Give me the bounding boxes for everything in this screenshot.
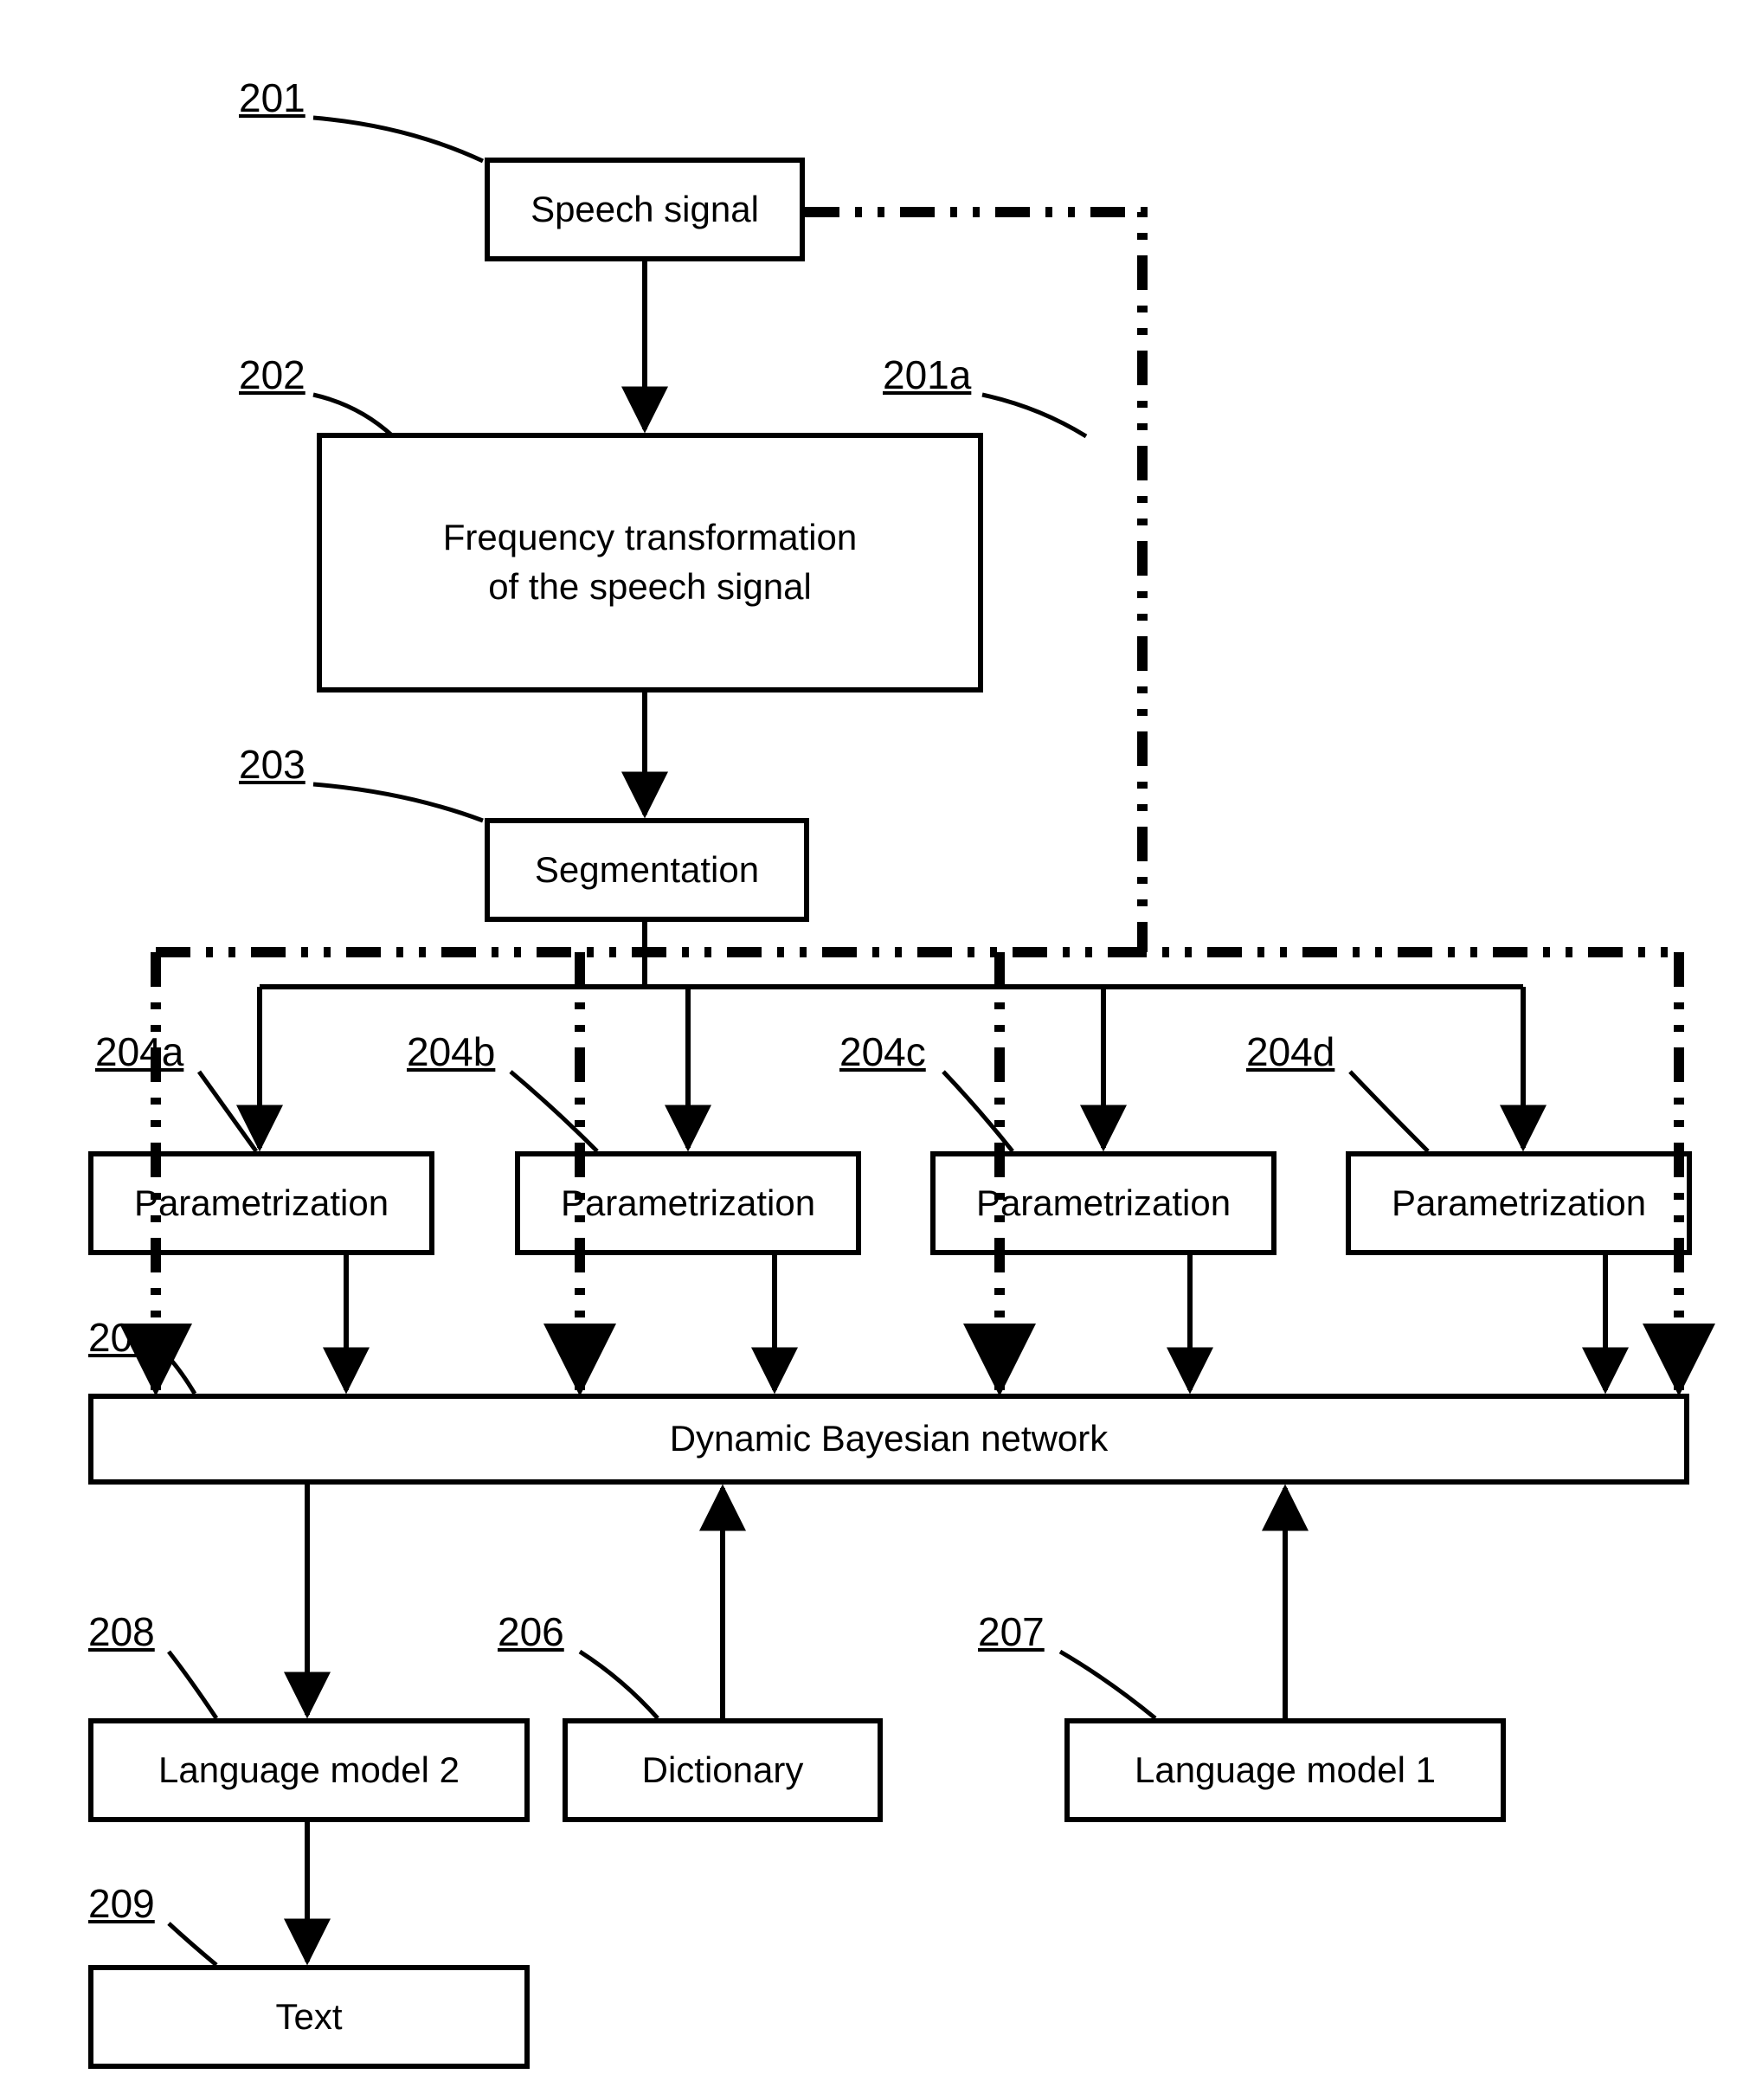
ref-204b: 204b	[407, 1028, 495, 1075]
ref-207: 207	[978, 1608, 1045, 1655]
node-segmentation: Segmentation	[485, 818, 809, 922]
ref-209: 209	[88, 1880, 155, 1927]
ref-201: 201	[239, 74, 305, 121]
diagram-canvas: 201 201a 202 203 204a 204b 204c 204d 205…	[0, 0, 1762, 2100]
node-label: Language model 1	[1135, 1746, 1436, 1795]
node-parametrization-a: Parametrization	[88, 1151, 434, 1255]
node-label: Parametrization	[976, 1179, 1231, 1228]
node-label: Text	[275, 1993, 342, 2042]
node-dictionary: Dictionary	[563, 1718, 883, 1822]
node-label: Dictionary	[642, 1746, 804, 1795]
node-label: Parametrization	[134, 1179, 389, 1228]
node-language-model-2: Language model 2	[88, 1718, 530, 1822]
node-label: Language model 2	[158, 1746, 460, 1795]
node-dynamic-bayesian-network: Dynamic Bayesian network	[88, 1394, 1689, 1485]
node-label: Segmentation	[535, 846, 759, 895]
ref-201a: 201a	[883, 351, 971, 398]
node-label: Speech signal	[531, 185, 759, 235]
node-label: Parametrization	[1392, 1179, 1646, 1228]
ref-205: 205	[88, 1314, 155, 1361]
ref-208: 208	[88, 1608, 155, 1655]
node-frequency-transformation: Frequency transformation of the speech s…	[317, 433, 983, 692]
node-parametrization-b: Parametrization	[515, 1151, 861, 1255]
node-parametrization-c: Parametrization	[930, 1151, 1276, 1255]
ref-204d: 204d	[1246, 1028, 1334, 1075]
node-language-model-1: Language model 1	[1064, 1718, 1506, 1822]
ref-202: 202	[239, 351, 305, 398]
node-text: Text	[88, 1965, 530, 2069]
ref-206: 206	[498, 1608, 564, 1655]
ref-204a: 204a	[95, 1028, 183, 1075]
node-label: Parametrization	[561, 1179, 815, 1228]
ref-203: 203	[239, 741, 305, 788]
node-speech-signal: Speech signal	[485, 158, 805, 261]
node-parametrization-d: Parametrization	[1346, 1151, 1692, 1255]
node-label: Dynamic Bayesian network	[670, 1414, 1109, 1464]
ref-leader-group	[169, 118, 1428, 1965]
node-label: Frequency transformation of the speech s…	[443, 513, 858, 611]
ref-204c: 204c	[839, 1028, 926, 1075]
